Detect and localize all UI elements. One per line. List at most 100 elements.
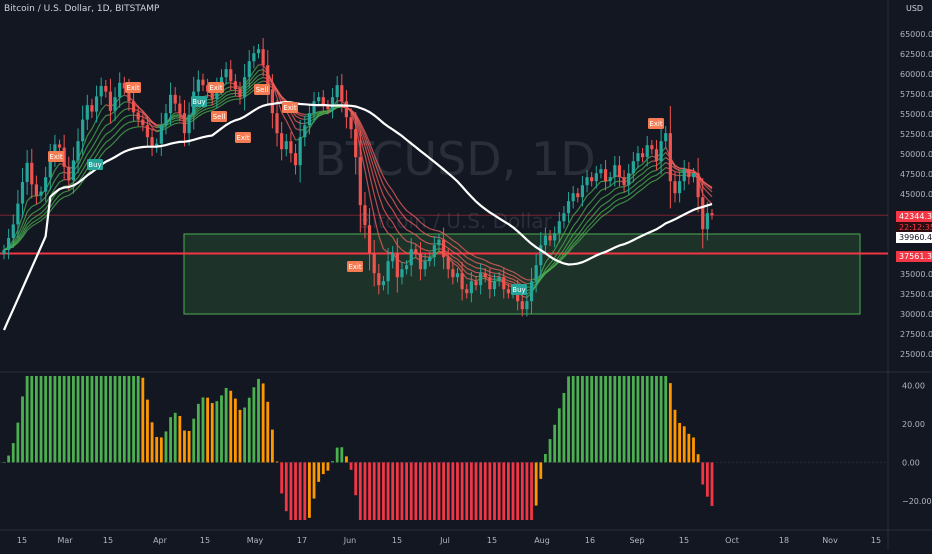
ribbon-segment bbox=[647, 177, 652, 180]
oscillator-bar bbox=[544, 454, 547, 462]
oscillator-bar bbox=[507, 462, 510, 520]
ribbon-segment bbox=[101, 134, 106, 140]
oscillator-bar bbox=[600, 376, 603, 462]
oscillator-bar bbox=[373, 462, 376, 520]
candle-body bbox=[86, 105, 89, 119]
candle-body bbox=[67, 167, 70, 181]
ribbon-segment bbox=[60, 172, 65, 173]
ribbon-segment bbox=[286, 121, 291, 130]
ribbon-segment bbox=[92, 148, 97, 155]
time-tick-label: Aug bbox=[534, 536, 550, 545]
ribbon-segment bbox=[647, 172, 652, 175]
signal-label: Sell bbox=[256, 86, 269, 94]
ribbon-segment bbox=[226, 100, 231, 102]
oscillator-bar bbox=[63, 376, 66, 462]
signal-label: Exit bbox=[348, 263, 362, 271]
oscillator-bar bbox=[225, 388, 228, 462]
candle-body bbox=[345, 101, 348, 117]
oscillator-bar bbox=[516, 462, 519, 520]
signal-label: Exit bbox=[649, 120, 663, 128]
candle-body bbox=[12, 224, 15, 238]
ribbon-segment bbox=[212, 103, 217, 105]
candle-body bbox=[26, 163, 29, 182]
ribbon-segment bbox=[652, 175, 657, 177]
oscillator-bar bbox=[683, 426, 686, 462]
candle-body bbox=[548, 236, 551, 241]
oscillator-bar bbox=[151, 422, 154, 462]
oscillator-bar bbox=[646, 376, 649, 462]
ribbon-segment bbox=[707, 192, 712, 197]
oscillator-bar bbox=[382, 462, 385, 520]
oscillator-tick-label: 20.00 bbox=[902, 420, 925, 429]
ribbon-segment bbox=[124, 122, 129, 124]
candle-body bbox=[470, 281, 473, 293]
oscillator-bar bbox=[123, 376, 126, 462]
candle-body bbox=[252, 53, 255, 61]
candle-body bbox=[706, 213, 709, 229]
time-tick-label: 15 bbox=[200, 536, 210, 545]
oscillator-bar bbox=[637, 376, 640, 462]
oscillator-bar bbox=[405, 462, 408, 520]
candle-body bbox=[567, 201, 570, 213]
ribbon-segment bbox=[226, 97, 231, 99]
signal-label: Exit bbox=[49, 153, 63, 161]
oscillator-bar bbox=[558, 408, 561, 462]
signal-label: Buy bbox=[88, 161, 101, 169]
ribbon-segment bbox=[115, 122, 120, 128]
ribbon-segment bbox=[60, 180, 65, 182]
ribbon-segment bbox=[582, 206, 587, 213]
candle-body bbox=[275, 113, 278, 133]
oscillator-bar bbox=[141, 378, 144, 463]
ribbon-segment bbox=[110, 142, 115, 146]
oscillator-bar bbox=[183, 431, 186, 463]
candle-body bbox=[257, 49, 260, 53]
ribbon-segment bbox=[50, 180, 55, 189]
oscillator-bar bbox=[618, 376, 621, 462]
ribbon-segment bbox=[97, 132, 102, 140]
ribbon-segment bbox=[615, 187, 620, 189]
candle-body bbox=[599, 169, 602, 173]
ribbon-segment bbox=[300, 115, 305, 116]
oscillator-bar bbox=[178, 416, 181, 462]
ribbon-segment bbox=[212, 105, 217, 107]
oscillator-bar bbox=[192, 419, 195, 463]
candle-body bbox=[294, 153, 297, 165]
ribbon-segment bbox=[129, 121, 134, 122]
ribbon-segment bbox=[643, 175, 648, 179]
ribbon-segment bbox=[106, 131, 111, 134]
ribbon-segment bbox=[60, 197, 65, 200]
ribbon-segment bbox=[32, 220, 37, 223]
ribbon-segment bbox=[300, 113, 305, 114]
ribbon-segment bbox=[120, 117, 125, 121]
time-tick-label: May bbox=[247, 536, 264, 545]
oscillator-bar bbox=[484, 462, 487, 520]
candle-body bbox=[21, 182, 24, 204]
ribbon-segment bbox=[73, 188, 78, 193]
oscillator-bar bbox=[502, 462, 505, 520]
oscillator-bar bbox=[137, 376, 140, 462]
ribbon-segment bbox=[212, 108, 217, 110]
ribbon-segment bbox=[124, 115, 129, 117]
ribbon-segment bbox=[656, 172, 661, 176]
oscillator-bar bbox=[160, 437, 163, 462]
oscillator-bar bbox=[387, 462, 390, 520]
ribbon-segment bbox=[319, 111, 324, 112]
ribbon-segment bbox=[638, 184, 643, 187]
oscillator-bar bbox=[114, 376, 117, 462]
candle-body bbox=[201, 80, 204, 86]
ribbon-segment bbox=[643, 185, 648, 189]
ribbon-segment bbox=[226, 83, 231, 84]
oscillator-bar bbox=[711, 462, 714, 506]
candle-body bbox=[2, 250, 5, 254]
oscillator-bar bbox=[697, 454, 700, 462]
ribbon-segment bbox=[134, 127, 139, 128]
time-tick-label: Nov bbox=[822, 536, 838, 545]
ribbon-segment bbox=[647, 161, 652, 164]
candle-body bbox=[373, 253, 376, 273]
ribbon-segment bbox=[115, 114, 120, 120]
oscillator-bar bbox=[401, 462, 404, 520]
ribbon-segment bbox=[601, 203, 606, 206]
oscillator-bar bbox=[354, 462, 357, 495]
